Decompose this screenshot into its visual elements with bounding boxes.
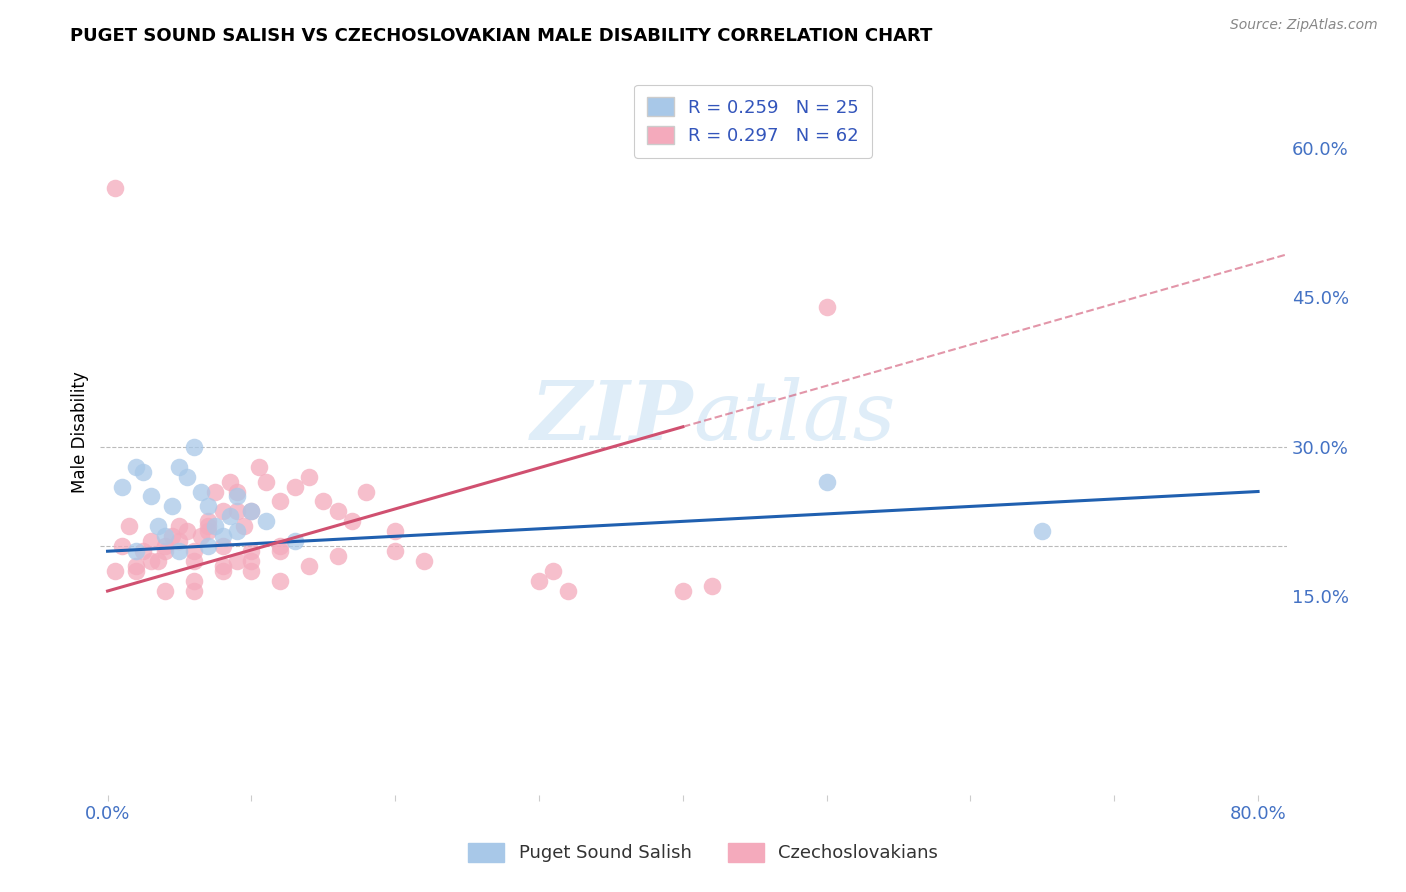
Point (125, 459, 148, 474)
Point (543, 564, 565, 578)
Point (190, 529, 212, 543)
Point (139, 534, 162, 549)
Point (226, 484, 249, 499)
Text: atlas: atlas (693, 377, 896, 458)
Point (111, 539, 134, 553)
Point (169, 544, 191, 558)
Point (176, 469, 198, 483)
Point (226, 524, 249, 539)
Point (283, 479, 305, 493)
Point (197, 500, 219, 514)
Point (183, 554, 205, 568)
Point (672, 584, 695, 599)
Point (190, 484, 212, 499)
Point (269, 544, 291, 558)
Point (169, 459, 191, 474)
Point (197, 519, 219, 533)
Point (183, 584, 205, 599)
Point (146, 519, 169, 533)
Text: Source: ZipAtlas.com: Source: ZipAtlas.com (1230, 18, 1378, 32)
Point (211, 504, 233, 518)
Point (146, 554, 169, 568)
Point (125, 559, 148, 574)
Legend: R = 0.259   N = 25, R = 0.297   N = 62: R = 0.259 N = 25, R = 0.297 N = 62 (634, 85, 872, 158)
Point (254, 514, 277, 528)
Point (197, 524, 219, 539)
Point (240, 504, 263, 518)
Point (169, 519, 191, 533)
Point (162, 500, 184, 514)
Point (204, 484, 226, 499)
Point (326, 504, 349, 518)
Point (269, 539, 291, 553)
Point (197, 514, 219, 528)
Point (197, 539, 219, 553)
Point (132, 544, 155, 558)
Point (211, 559, 233, 574)
Point (226, 490, 249, 504)
Point (132, 465, 155, 479)
Point (700, 579, 723, 593)
Point (815, 301, 838, 315)
Text: ZIP: ZIP (531, 377, 693, 458)
Point (153, 584, 176, 599)
Point (356, 484, 378, 499)
Point (204, 519, 226, 533)
Point (269, 494, 291, 508)
Point (118, 519, 141, 533)
Point (104, 181, 127, 195)
Point (153, 529, 176, 543)
Point (326, 549, 349, 564)
Point (527, 574, 550, 588)
Point (162, 529, 184, 543)
Point (340, 514, 363, 528)
Point (240, 544, 263, 558)
Point (254, 475, 277, 489)
Point (413, 554, 436, 568)
Point (139, 490, 162, 504)
Point (153, 539, 176, 553)
Point (125, 544, 148, 558)
Point (169, 534, 191, 549)
Point (183, 574, 205, 588)
Point (240, 504, 263, 518)
Point (139, 554, 162, 568)
Point (298, 469, 321, 483)
Point (218, 509, 240, 524)
Point (384, 524, 406, 539)
Point (233, 519, 256, 533)
Point (1031, 524, 1053, 539)
Point (384, 544, 406, 558)
Point (815, 475, 838, 489)
Point (211, 564, 233, 578)
Point (183, 440, 205, 454)
Point (226, 504, 249, 518)
Y-axis label: Male Disability: Male Disability (72, 371, 89, 492)
Point (283, 534, 305, 549)
Point (183, 544, 205, 558)
Point (312, 494, 335, 508)
Point (247, 459, 270, 474)
Point (125, 564, 148, 578)
Point (226, 554, 249, 568)
Point (557, 584, 579, 599)
Text: PUGET SOUND SALISH VS CZECHOSLOVAKIAN MALE DISABILITY CORRELATION CHART: PUGET SOUND SALISH VS CZECHOSLOVAKIAN MA… (70, 27, 932, 45)
Point (211, 539, 233, 553)
Point (298, 559, 321, 574)
Point (269, 574, 291, 588)
Point (111, 479, 134, 493)
Point (104, 564, 127, 578)
Point (240, 554, 263, 568)
Point (176, 524, 198, 539)
Point (240, 564, 263, 578)
Legend: Puget Sound Salish, Czechoslovakians: Puget Sound Salish, Czechoslovakians (461, 836, 945, 870)
Point (218, 475, 240, 489)
Point (153, 544, 176, 558)
Point (211, 529, 233, 543)
